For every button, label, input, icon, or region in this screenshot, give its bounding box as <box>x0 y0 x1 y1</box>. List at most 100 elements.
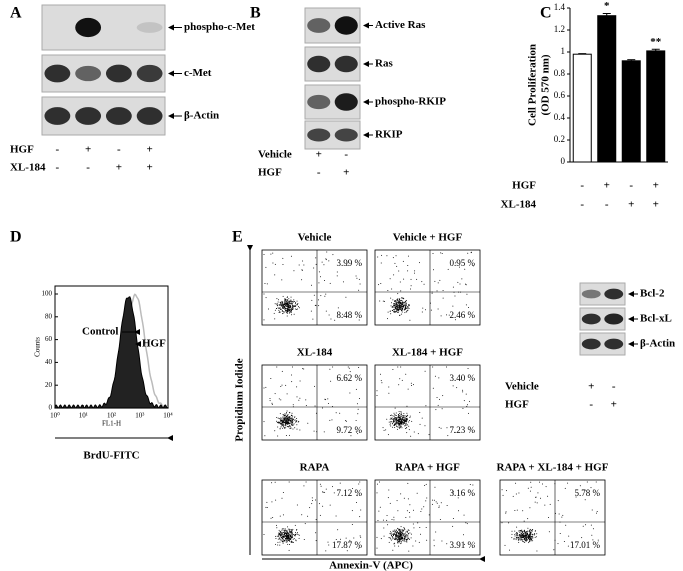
event-dot <box>441 408 443 410</box>
event-dot <box>285 528 287 530</box>
event-dot <box>408 538 410 540</box>
event-dot <box>433 269 435 271</box>
event-dot <box>501 489 503 491</box>
event-dot <box>288 532 290 534</box>
event-dot <box>396 310 398 312</box>
event-dot <box>287 305 289 307</box>
event-dot <box>383 300 385 302</box>
event-dot <box>505 512 507 514</box>
event-dot <box>530 535 532 537</box>
event-dot <box>515 539 517 541</box>
event-dot <box>514 530 516 532</box>
event-dot <box>395 537 397 539</box>
panel-letter: B <box>250 5 261 22</box>
event-dot <box>390 297 392 299</box>
event-dot <box>287 536 289 538</box>
event-dot <box>390 539 392 541</box>
event-dot <box>438 398 440 400</box>
event-dot <box>276 303 278 305</box>
event-dot <box>565 524 567 526</box>
event-dot <box>327 403 329 405</box>
blot-label: Active Ras <box>375 19 426 31</box>
event-dot <box>282 419 284 421</box>
blot-band <box>307 18 331 33</box>
event-dot <box>396 530 398 532</box>
event-dot <box>392 549 394 551</box>
event-dot <box>523 520 525 522</box>
event-dot <box>398 529 400 531</box>
event-dot <box>591 509 593 511</box>
event-dot <box>397 423 399 425</box>
event-dot <box>400 537 402 539</box>
event-dot <box>454 319 456 321</box>
event-dot <box>404 309 406 311</box>
event-dot <box>376 394 378 396</box>
event-dot <box>448 314 450 316</box>
event-dot <box>380 283 382 285</box>
event-dot <box>281 540 283 542</box>
blot-label: RKIP <box>375 129 403 141</box>
event-dot <box>454 295 456 297</box>
event-dot <box>398 302 400 304</box>
event-dot <box>280 535 282 537</box>
x-tick-label: 10³ <box>135 412 144 420</box>
event-dot <box>527 518 529 520</box>
event-dot <box>280 539 282 541</box>
event-dot <box>282 421 284 423</box>
event-dot <box>401 308 403 310</box>
event-dot <box>289 306 291 308</box>
event-dot <box>293 538 295 540</box>
event-dot <box>311 503 313 505</box>
event-dot <box>288 533 290 535</box>
event-dot <box>329 419 331 421</box>
event-dot <box>524 531 526 533</box>
event-dot <box>264 435 266 437</box>
event-dot <box>391 532 393 534</box>
event-dot <box>287 543 289 545</box>
event-dot <box>399 307 401 309</box>
event-dot <box>441 540 443 542</box>
event-dot <box>293 299 295 301</box>
event-dot <box>399 304 401 306</box>
event-dot <box>376 483 378 485</box>
event-dot <box>549 503 551 505</box>
event-dot <box>474 542 476 544</box>
event-dot <box>523 530 525 532</box>
condition-sign: - <box>589 399 593 411</box>
event-dot <box>398 298 400 300</box>
event-dot <box>292 538 294 540</box>
event-dot <box>398 416 400 418</box>
y-tick-label: 0.4 <box>554 112 566 122</box>
event-dot <box>286 423 288 425</box>
event-dot <box>297 306 299 308</box>
event-dot <box>412 545 414 547</box>
event-dot <box>418 541 420 543</box>
event-dot <box>465 393 467 395</box>
event-dot <box>289 536 291 538</box>
event-dot <box>292 305 294 307</box>
event-dot <box>400 304 402 306</box>
event-dot <box>390 421 392 423</box>
event-dot <box>418 262 420 264</box>
event-dot <box>437 282 439 284</box>
event-dot <box>292 309 294 311</box>
event-dot <box>291 300 293 302</box>
event-dot <box>535 530 537 532</box>
event-dot <box>280 304 282 306</box>
y-tick-label: 60 <box>45 335 53 343</box>
event-dot <box>403 420 405 422</box>
event-dot <box>397 419 399 421</box>
condition-sign: + <box>316 149 322 161</box>
event-dot <box>281 370 283 372</box>
event-dot <box>278 311 280 313</box>
event-dot <box>406 307 408 309</box>
event-dot <box>407 529 409 531</box>
event-dot <box>396 425 398 427</box>
event-dot <box>288 310 290 312</box>
event-dot <box>356 495 358 497</box>
event-dot <box>397 540 399 542</box>
event-dot <box>424 484 426 486</box>
event-dot <box>299 397 301 399</box>
event-dot <box>395 420 397 422</box>
event-dot <box>315 540 317 542</box>
